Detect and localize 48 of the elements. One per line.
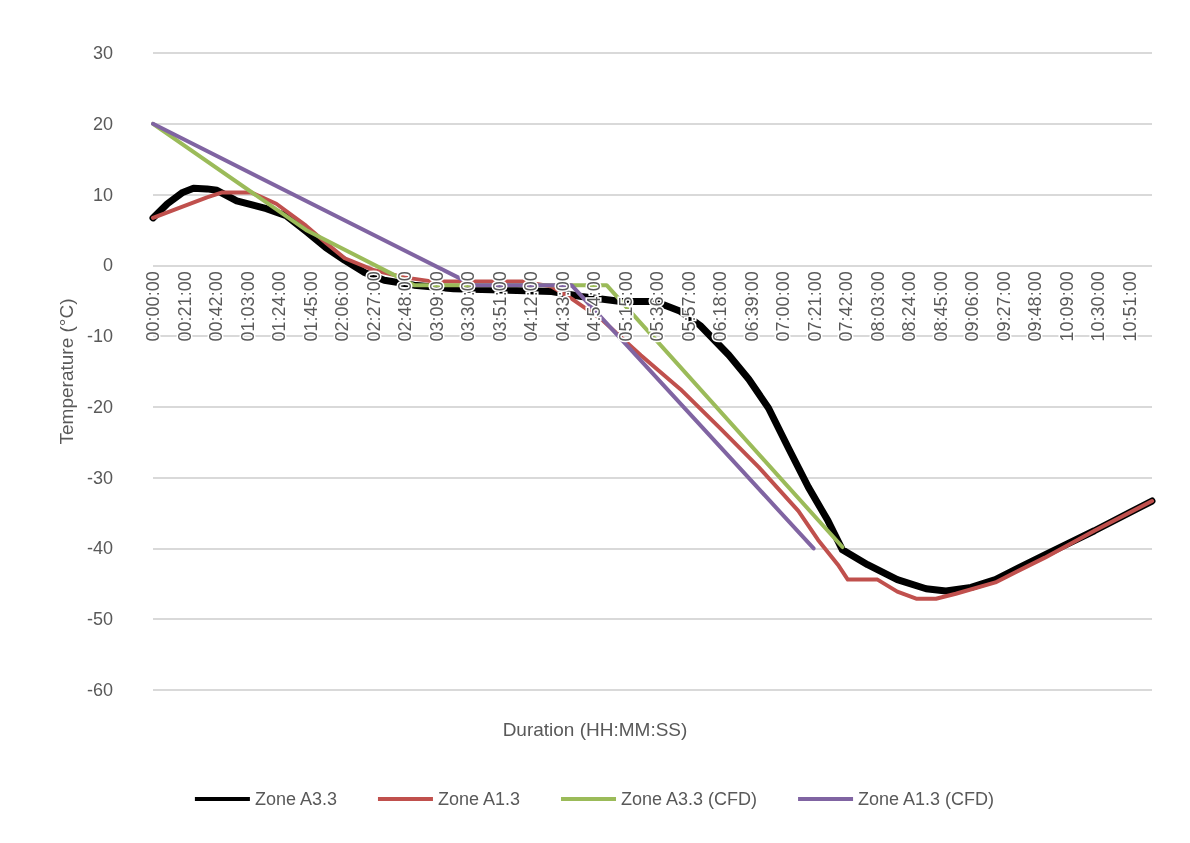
x-tick-label: 07:21:00	[804, 271, 825, 342]
y-tick-label: -40	[86, 538, 113, 559]
x-tick-label: 05:15:00	[615, 271, 636, 342]
y-tick-label: -20	[86, 396, 113, 417]
x-tick-label: 10:51:00	[1119, 271, 1140, 342]
y-tick-label: -50	[86, 609, 113, 630]
x-tick-label: 08:45:00	[930, 271, 951, 342]
x-tick-label: 01:24:00	[269, 271, 289, 342]
x-tick-label: 00:00:00	[143, 271, 163, 342]
x-tick-label: 08:24:00	[899, 271, 919, 342]
x-tick-label: 07:00:00	[773, 271, 793, 342]
x-tick-label: 05:36:00	[647, 271, 667, 342]
x-tick-label: 10:09:00	[1056, 271, 1077, 342]
x-tick-label: 00:21:00	[174, 271, 195, 342]
x-tick-label: 02:48:00	[395, 271, 415, 342]
x-tick-label: 09:27:00	[993, 271, 1014, 342]
x-tick-label: 03:09:00	[426, 271, 447, 342]
y-tick-label: 20	[92, 113, 113, 134]
x-tick-label: 10:30:00	[1088, 271, 1108, 342]
legend-label: Zone A3.3 (CFD)	[621, 789, 758, 809]
legend-label: Zone A1.3 (CFD)	[858, 789, 995, 809]
x-tick-label: 08:03:00	[867, 271, 888, 342]
y-tick-label: -60	[86, 680, 113, 700]
x-tick-label: 05:57:00	[678, 271, 699, 342]
x-tick-label: 04:54:00	[584, 271, 604, 342]
y-tick-label: -30	[86, 467, 113, 488]
x-tick-label: 06:39:00	[741, 271, 762, 342]
x-tick-label: 02:06:00	[332, 271, 352, 342]
y-tick-label: -10	[86, 326, 113, 347]
x-tick-label: 02:27:00	[363, 271, 384, 342]
x-tick-label: 06:18:00	[710, 271, 730, 342]
y-tick-label: 30	[92, 43, 113, 63]
x-tick-label: 01:03:00	[237, 271, 258, 342]
x-tick-label: 03:51:00	[489, 271, 510, 342]
x-axis-title: Duration (HH:MM:SS)	[502, 719, 688, 740]
x-tick-label: 04:12:00	[521, 271, 541, 342]
y-axis-title: Temperature (°C)	[56, 298, 78, 445]
x-tick-label: 01:45:00	[300, 271, 321, 342]
legend-label: Zone A1.3	[437, 789, 521, 809]
x-tick-label: 03:30:00	[458, 271, 478, 342]
y-tick-label: 0	[102, 255, 113, 276]
x-tick-label: 07:42:00	[836, 271, 856, 342]
legend-label: Zone A3.3	[254, 789, 337, 809]
x-tick-label: 09:48:00	[1025, 271, 1045, 342]
x-tick-label: 00:42:00	[206, 271, 226, 342]
y-tick-label: 10	[92, 184, 113, 205]
x-tick-label: 04:33:00	[552, 271, 573, 342]
x-tick-label: 09:06:00	[962, 271, 982, 342]
